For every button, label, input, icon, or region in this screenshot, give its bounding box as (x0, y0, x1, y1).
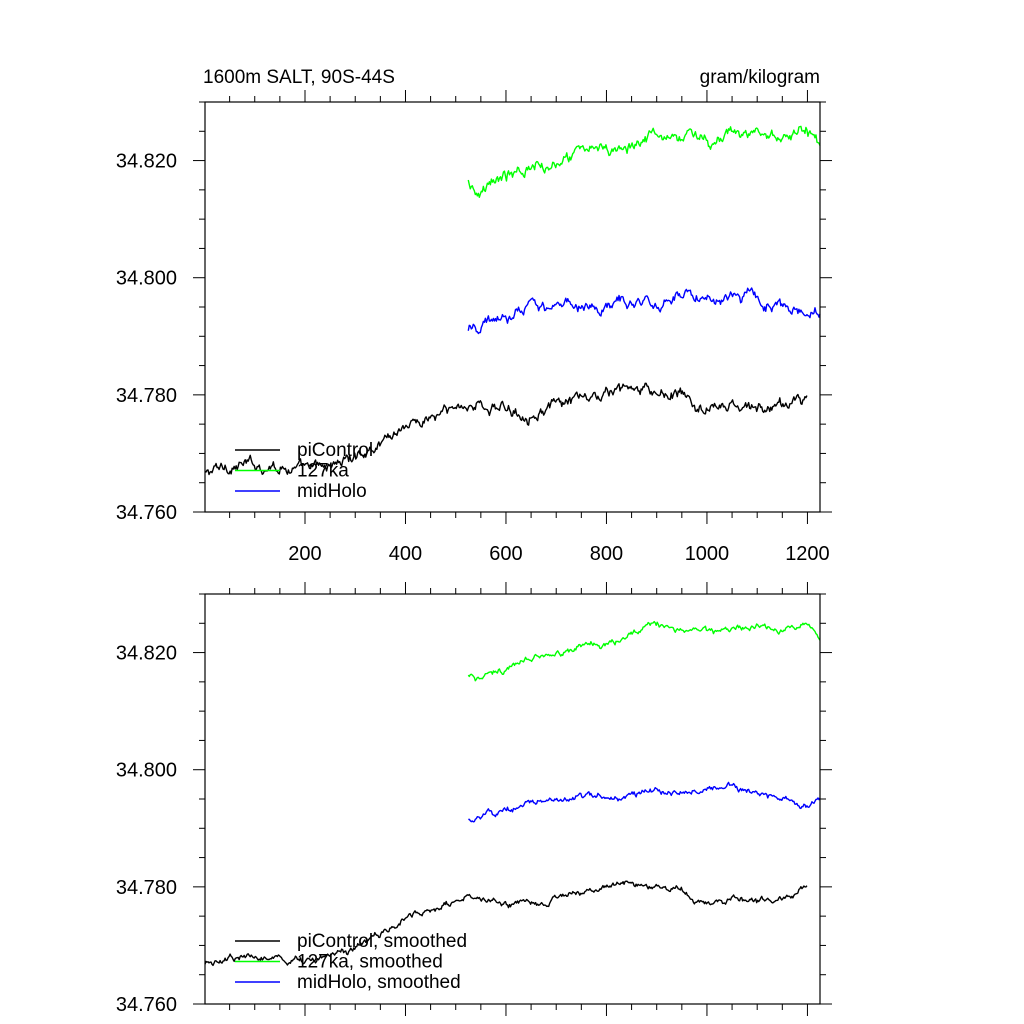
smoothed-salinity-panel: 34.760 34.780 34.800 34.820 piControl, smoo… (116, 582, 832, 1016)
x-tick-label: 200 (288, 543, 321, 565)
legend-label: piControl (297, 440, 373, 461)
tick-marks: 34.760 34.780 34.800 34.820 (116, 582, 832, 1016)
x-tick-label: 600 (489, 543, 522, 565)
data-series (204, 620, 821, 967)
series-line (467, 287, 821, 335)
tick-marks: 34.760 34.780 34.800 34.820 200 400 600 800 1000… (116, 90, 832, 565)
series-line (467, 620, 821, 682)
legend-label: 127ka, smoothed (297, 952, 443, 973)
legend-label: 127ka (297, 461, 349, 482)
x-tick-label: 1200 (785, 543, 830, 565)
y-tick-label: 34.800 (116, 268, 177, 290)
legend-label: midHolo, smoothed (297, 972, 461, 993)
data-series (204, 125, 821, 476)
x-tick-label: 400 (389, 543, 422, 565)
y-tick-label: 34.820 (116, 643, 177, 665)
plot-frame (204, 101, 821, 513)
legend-label: piControl, smoothed (297, 931, 467, 952)
legend-label: midHolo (297, 481, 367, 502)
series-line (467, 125, 821, 199)
y-tick-label: 34.760 (116, 502, 177, 524)
y-tick-label: 34.780 (116, 877, 177, 899)
x-tick-label: 800 (590, 543, 623, 565)
y-tick-label: 34.760 (116, 994, 177, 1016)
y-tick-label: 34.820 (116, 151, 177, 173)
y-tick-label: 34.800 (116, 760, 177, 782)
series-line (468, 781, 821, 823)
plot-frame (204, 593, 821, 1005)
series-line (204, 382, 808, 476)
raw-salinity-panel: 1600m SALT, 90S-44S gram/kilogram 34.760… (116, 67, 832, 565)
x-tick-label: 1000 (685, 543, 730, 565)
panel-title: 1600m SALT, 90S-44S (203, 67, 395, 88)
series-line (204, 880, 808, 967)
units-label: gram/kilogram (700, 67, 820, 88)
y-tick-label: 34.780 (116, 385, 177, 407)
